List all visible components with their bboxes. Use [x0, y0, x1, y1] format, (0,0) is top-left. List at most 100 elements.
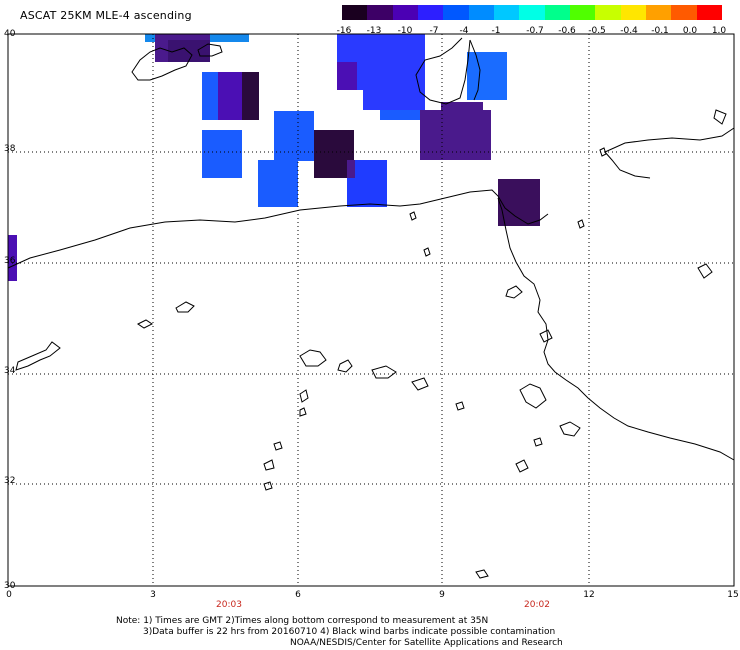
- island-coastline: [371, 365, 397, 379]
- footnote-line-2: 3)Data buffer is 22 hrs from 20160710 4)…: [143, 627, 556, 637]
- colorbar-swatch: [544, 5, 570, 20]
- colorbar-swatch: [367, 5, 393, 20]
- island-coastline: [505, 285, 523, 299]
- island-coastline: [577, 219, 585, 229]
- data-cell: [202, 130, 242, 178]
- colorbar-swatch: [417, 5, 444, 20]
- colorbar-label: -10: [397, 26, 413, 36]
- island-coastline: [599, 147, 607, 157]
- sardinia-coastline: [469, 39, 481, 101]
- lat-label: 40: [4, 29, 16, 39]
- coastlines: [7, 37, 735, 579]
- footnote-line-1: Note: 1) Times are GMT 2)Times along bot…: [116, 616, 489, 626]
- colorbar-label: -1: [491, 26, 501, 36]
- colorbar-label: -7: [429, 26, 439, 36]
- island-coastline: [411, 377, 429, 391]
- colorbar-swatch: [392, 5, 418, 20]
- colorbar-swatch: [443, 5, 469, 20]
- plot-frame: [7, 33, 735, 587]
- data-cell: [363, 90, 425, 110]
- pass-time-label: 20:02: [524, 600, 550, 610]
- lon-label: 15: [727, 590, 739, 600]
- data-cell: [218, 72, 242, 120]
- colorbar-swatch: [595, 5, 621, 20]
- colorbar-label: -0.7: [526, 26, 544, 36]
- island-coastline: [337, 359, 353, 373]
- island-coastline: [273, 441, 283, 451]
- island-coastline: [175, 301, 195, 313]
- italy-coastline: [697, 263, 713, 279]
- lat-label: 34: [4, 366, 16, 376]
- colorbar-swatch: [696, 5, 722, 20]
- island-coastline: [409, 211, 417, 221]
- sicily-coastline: [604, 127, 735, 153]
- tunisia-coastline: [497, 197, 735, 461]
- colorbar-label: -0.4: [620, 26, 638, 36]
- colorbar-label: -13: [366, 26, 382, 36]
- colorbar-label: 0.0: [682, 26, 698, 36]
- data-cell: [337, 62, 357, 90]
- colorbar-swatch: [493, 5, 520, 20]
- island-coastline: [533, 437, 543, 447]
- island-coastline: [299, 407, 307, 417]
- data-cell: [242, 72, 259, 120]
- island-coastline: [299, 349, 327, 367]
- colorbar-label: 1.0: [711, 26, 727, 36]
- colorbar-swatch: [519, 5, 545, 20]
- data-cell: [380, 110, 420, 120]
- data-cell: [420, 110, 491, 160]
- africa-coastline: [7, 189, 549, 269]
- menorca-coastline: [197, 43, 223, 57]
- data-cell: [258, 160, 298, 207]
- island-coastline: [539, 329, 553, 343]
- lat-label: 30: [4, 581, 16, 591]
- colorbar: [342, 5, 722, 20]
- island-coastline: [263, 459, 275, 471]
- colorbar-swatch: [342, 5, 368, 20]
- data-cell: [441, 102, 483, 112]
- sicily-coastline: [604, 151, 651, 179]
- data-cell: [274, 111, 314, 161]
- lon-label: 12: [583, 590, 595, 600]
- graticule: [8, 34, 734, 586]
- island-coastline: [455, 401, 465, 411]
- map-title: ASCAT 25KM MLE-4 ascending: [20, 9, 192, 22]
- colorbar-label: -4: [459, 26, 469, 36]
- lon-label: 9: [439, 590, 445, 600]
- data-cell: [347, 160, 355, 178]
- lat-label: 32: [4, 476, 16, 486]
- italy-coastline: [713, 109, 727, 125]
- data-cell: [168, 40, 210, 62]
- sardinia-coastline: [415, 37, 471, 105]
- colorbar-swatch: [671, 5, 697, 20]
- colorbar-swatch: [569, 5, 596, 20]
- colorbar-swatch: [620, 5, 646, 20]
- lon-label: 3: [150, 590, 156, 600]
- data-cell: [467, 52, 507, 100]
- island-coastline: [515, 459, 529, 473]
- colorbar-label: -0.6: [558, 26, 576, 36]
- island-coastline: [137, 319, 153, 329]
- mallorca-coastline: [131, 47, 193, 81]
- colorbar-swatch: [645, 5, 672, 20]
- colorbar-label: -0.5: [588, 26, 606, 36]
- island-coastline: [423, 247, 431, 257]
- lat-label: 36: [4, 256, 16, 266]
- island-coastline: [15, 341, 61, 371]
- island-coastline: [559, 421, 581, 437]
- lon-label: 6: [295, 590, 301, 600]
- pass-time-label: 20:03: [216, 600, 242, 610]
- lon-label: 0: [6, 590, 12, 600]
- colorbar-label: -0.1: [651, 26, 669, 36]
- footnote-line-3: NOAA/NESDIS/Center for Satellite Applica…: [290, 638, 563, 648]
- island-coastline: [299, 389, 309, 403]
- data-cell: [8, 235, 17, 281]
- colorbar-swatch: [468, 5, 494, 20]
- colorbar-label: -16: [336, 26, 352, 36]
- lat-label: 38: [4, 144, 16, 154]
- wind-data-cells: [8, 34, 540, 281]
- island-coastline: [475, 569, 489, 579]
- island-coastline: [519, 383, 547, 409]
- island-coastline: [263, 481, 273, 491]
